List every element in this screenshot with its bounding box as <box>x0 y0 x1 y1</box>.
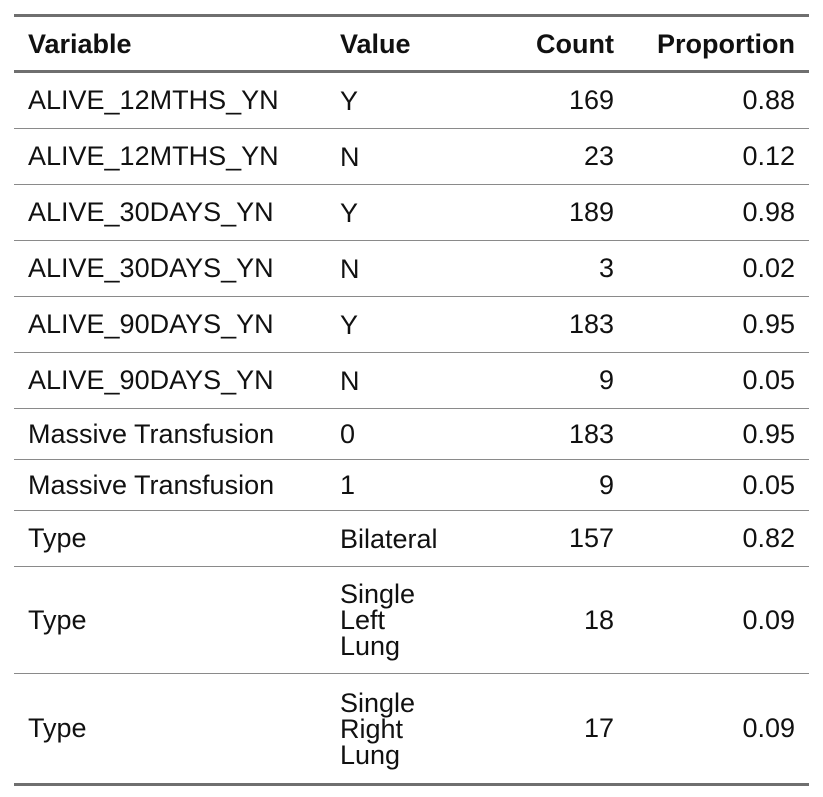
table-row: ALIVE_90DAYS_YN N 9 0.05 <box>14 352 809 409</box>
cell-proportion: 0.95 <box>628 296 809 353</box>
cell-proportion: 0.12 <box>628 128 809 185</box>
cell-value: N <box>326 128 456 185</box>
cell-count: 169 <box>456 71 628 129</box>
cell-count: 17 <box>583 713 614 743</box>
cell-proportion: 0.02 <box>628 240 809 297</box>
table-row: ALIVE_30DAYS_YN N 3 0.02 <box>14 240 809 297</box>
cell-variable: Massive Transfusion <box>14 408 326 460</box>
header-count: Count <box>456 15 628 73</box>
cell-variable: ALIVE_90DAYS_YN <box>14 352 326 409</box>
table-row: ALIVE_30DAYS_YN Y 189 0.98 <box>14 184 809 241</box>
cell-variable: ALIVE_90DAYS_YN <box>14 296 326 353</box>
cell-variable: Type <box>14 566 326 674</box>
header-row: Variable Value Count Proportion <box>14 15 809 73</box>
cell-value: N <box>326 352 456 409</box>
cell-count: 157 <box>456 510 628 567</box>
cell-value: Single Left Lung <box>326 566 456 674</box>
cell-variable: Massive Transfusion <box>14 459 326 511</box>
table-header: Variable Value Count Proportion <box>14 15 809 73</box>
cell-count: 9 <box>456 352 628 409</box>
cell-variable: ALIVE_12MTHS_YN <box>14 128 326 185</box>
cell-count: 3 <box>456 240 628 297</box>
cell-count: 189 <box>456 184 628 241</box>
table-body: ALIVE_12MTHS_YN Y 169 0.88 ALIVE_12MTHS_… <box>14 71 809 785</box>
cell-variable: ALIVE_30DAYS_YN <box>14 184 326 241</box>
table-row: ALIVE_12MTHS_YN N 23 0.12 <box>14 128 809 185</box>
cell-variable: ALIVE_30DAYS_YN <box>14 240 326 297</box>
cell-variable: Type <box>14 510 326 567</box>
cell-value: 1 <box>326 459 456 511</box>
cell-count: 183 <box>456 296 628 353</box>
table-row: ALIVE_90DAYS_YN Y 183 0.95 <box>14 296 809 353</box>
table-row: Type Single Right Lung 17 0.09 <box>14 674 809 785</box>
table-row: Type Single Left Lung 18 0.09 <box>14 566 809 674</box>
cell-proportion: 0.05 <box>628 352 809 409</box>
summary-table-container: Variable Value Count Proportion ALIVE_12… <box>14 14 809 786</box>
cell-value: Y <box>326 184 456 241</box>
cell-proportion: 0.09 <box>742 713 795 743</box>
cell-value: Single Right Lung <box>340 687 416 770</box>
cell-proportion: 0.09 <box>628 566 809 674</box>
cell-value: Bilateral <box>326 510 456 567</box>
cell-count: 9 <box>456 459 628 511</box>
cell-count: 183 <box>456 408 628 460</box>
cell-value: Y <box>326 296 456 353</box>
header-value: Value <box>326 15 456 73</box>
cell-value: 0 <box>326 408 456 460</box>
table-row: Massive Transfusion 0 183 0.95 <box>14 408 809 460</box>
table-row: Massive Transfusion 1 9 0.05 <box>14 459 809 511</box>
table-row: ALIVE_12MTHS_YN Y 169 0.88 <box>14 71 809 129</box>
cell-proportion: 0.95 <box>628 408 809 460</box>
cell-variable: ALIVE_12MTHS_YN <box>14 71 326 129</box>
cell-value: Y <box>326 71 456 129</box>
table-row: Type Bilateral 157 0.82 <box>14 510 809 567</box>
cell-proportion: 0.98 <box>628 184 809 241</box>
header-variable: Variable <box>14 15 326 73</box>
cell-value: N <box>326 240 456 297</box>
cell-variable: Type <box>28 713 87 743</box>
cell-count: 23 <box>456 128 628 185</box>
cell-proportion: 0.05 <box>628 459 809 511</box>
cell-proportion: 0.88 <box>628 71 809 129</box>
cell-count: 18 <box>456 566 628 674</box>
summary-table: Variable Value Count Proportion ALIVE_12… <box>14 14 809 786</box>
header-proportion: Proportion <box>628 15 809 73</box>
cell-proportion: 0.82 <box>628 510 809 567</box>
